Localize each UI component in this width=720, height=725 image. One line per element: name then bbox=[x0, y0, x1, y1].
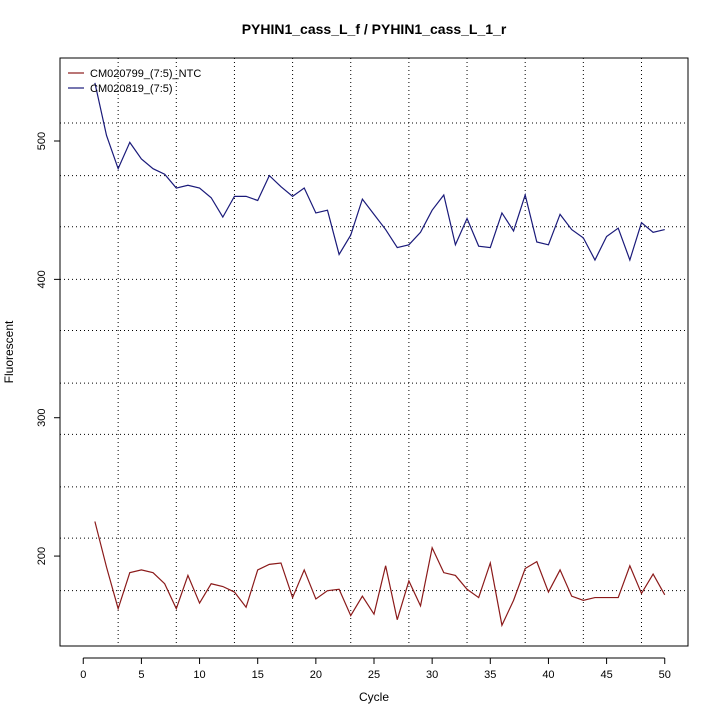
x-tick-label: 40 bbox=[542, 669, 554, 681]
x-tick-label: 25 bbox=[368, 669, 380, 681]
chart-title: PYHIN1_cass_L_f / PYHIN1_cass_L_1_r bbox=[242, 21, 507, 37]
legend-label: CM020799_(7:5)_NTC bbox=[90, 68, 201, 80]
y-tick-label: 300 bbox=[36, 409, 48, 427]
x-tick-label: 0 bbox=[80, 669, 86, 681]
series-lines bbox=[94, 82, 666, 628]
x-tick-label: 15 bbox=[252, 669, 264, 681]
x-tick-label: 45 bbox=[600, 669, 612, 681]
y-tick-label: 400 bbox=[36, 270, 48, 288]
x-axis-label: Cycle bbox=[359, 690, 389, 704]
legend-item: CM020819_(7:5) bbox=[68, 83, 173, 95]
series-line-2 bbox=[94, 82, 665, 262]
y-axis: 200 300 400 500 bbox=[36, 132, 61, 565]
y-tick-label: 500 bbox=[36, 132, 48, 150]
x-tick-label: 35 bbox=[484, 669, 496, 681]
plot-frame bbox=[59, 57, 689, 647]
x-tick-label: 10 bbox=[193, 669, 205, 681]
grid bbox=[60, 58, 688, 646]
x-axis: 0 5 10 15 20 25 30 35 40 45 50 bbox=[80, 657, 671, 681]
series-line-1 bbox=[94, 521, 666, 628]
legend-label: CM020819_(7:5) bbox=[90, 83, 173, 95]
x-tick-label: 5 bbox=[138, 669, 144, 681]
legend-item: CM020799_(7:5)_NTC bbox=[68, 68, 201, 80]
legend: CM020799_(7:5)_NTC CM020819_(7:5) bbox=[68, 68, 201, 95]
x-tick-label: 20 bbox=[310, 669, 322, 681]
y-axis-label: Fluorescent bbox=[2, 320, 16, 383]
y-tick-label: 200 bbox=[36, 547, 48, 565]
x-tick-label: 50 bbox=[659, 669, 671, 681]
x-tick-label: 30 bbox=[426, 669, 438, 681]
